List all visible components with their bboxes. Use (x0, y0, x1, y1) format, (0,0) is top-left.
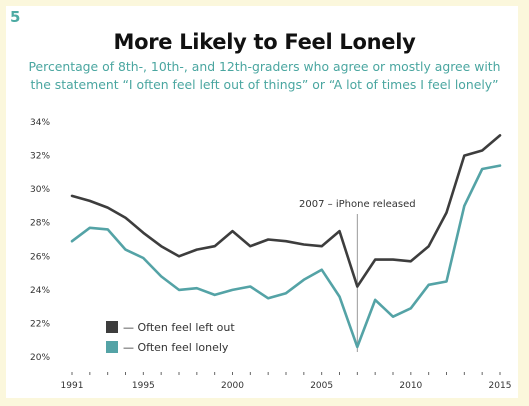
legend: — Often feel left out — Often feel lonely (106, 321, 235, 354)
y-tick-label: 34% (30, 118, 50, 128)
chart-title: More Likely to Feel Lonely (113, 30, 416, 54)
y-tick-label: 24% (30, 286, 50, 296)
legend-swatch (106, 321, 118, 333)
y-tick-label: 26% (30, 252, 50, 262)
x-tick-label: 2005 (310, 381, 333, 391)
x-tick-label: 1995 (132, 381, 155, 391)
subtitle-line-2: the statement “I often feel left out of … (30, 77, 499, 92)
figure-number: 5 (10, 8, 21, 26)
series-line-0 (70, 134, 502, 288)
chart-subtitle: Percentage of 8th-, 10th-, and 12th-grad… (0, 58, 529, 94)
legend-label: — Often feel left out (123, 321, 235, 334)
y-axis-ticks: 20% 22% 24% 26% 28% 30% 32% 34% (30, 118, 50, 363)
x-tick-label: 2010 (399, 381, 422, 391)
annotation: 2007 – iPhone released (299, 199, 416, 352)
subtitle-line-1: Percentage of 8th-, 10th-, and 12th-grad… (28, 59, 501, 74)
y-tick-label: 30% (30, 185, 50, 195)
x-tick-label: 2000 (221, 381, 244, 391)
y-tick-label: 32% (30, 152, 50, 162)
series-line-1 (70, 164, 502, 349)
y-tick-label: 22% (30, 319, 50, 329)
annotation-label: 2007 – iPhone released (299, 199, 416, 210)
legend-label: — Often feel lonely (123, 341, 229, 354)
y-tick-label: 20% (30, 353, 50, 363)
legend-swatch (106, 341, 118, 353)
x-tick-label: 1991 (61, 381, 84, 391)
x-axis-ticks: 1991 1995 2000 2005 2010 2015 (61, 372, 512, 391)
series-lines (70, 134, 502, 349)
y-tick-label: 28% (30, 219, 50, 229)
x-tick-label: 2015 (489, 381, 512, 391)
